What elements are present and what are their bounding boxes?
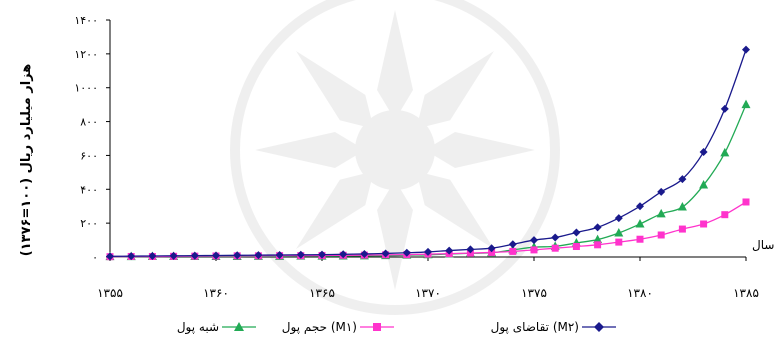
series-layer xyxy=(105,45,751,261)
data-point xyxy=(657,231,665,239)
data-point xyxy=(572,243,580,251)
data-point xyxy=(572,228,581,237)
data-point xyxy=(551,233,560,242)
data-point xyxy=(445,246,454,255)
data-point xyxy=(614,227,624,237)
data-point xyxy=(742,45,750,54)
data-point xyxy=(509,247,517,255)
data-point xyxy=(741,99,751,109)
y-tick-label: ۶۰۰ xyxy=(80,149,98,162)
y-tick-label: ۴۰۰ xyxy=(80,183,98,196)
data-point xyxy=(488,248,496,256)
legend-item-quasi-money: شبه پول xyxy=(177,320,256,335)
legend-label-m1: حجم پول (M۱) xyxy=(282,320,357,335)
y-tick-label: ۱۲۰۰ xyxy=(74,48,98,61)
data-point xyxy=(742,198,750,206)
data-point xyxy=(615,238,623,246)
data-point xyxy=(530,236,538,245)
data-point xyxy=(381,249,390,258)
x-tick-label: ۱۳۸۰ xyxy=(627,286,653,300)
data-point xyxy=(636,202,644,211)
data-point xyxy=(190,251,199,260)
legend-item-m1: حجم پول (M۱) xyxy=(282,320,394,335)
y-tick-label: ۱۴۰۰ xyxy=(74,14,98,27)
data-point xyxy=(636,235,644,243)
data-point xyxy=(339,250,348,259)
data-point xyxy=(169,251,178,260)
legend-item-m2: تقاضای پول (M۲) xyxy=(491,320,616,335)
data-point xyxy=(318,250,326,259)
data-point xyxy=(254,251,263,260)
data-point xyxy=(700,220,708,228)
data-point xyxy=(678,175,687,184)
series-0 xyxy=(106,45,750,261)
data-point xyxy=(148,251,157,260)
data-point xyxy=(275,250,284,259)
data-point xyxy=(720,147,730,157)
legend-label-m2: تقاضای پول (M۲) xyxy=(491,320,579,335)
data-point xyxy=(594,241,602,249)
data-point xyxy=(699,148,708,157)
data-point xyxy=(699,180,709,189)
data-point xyxy=(551,244,559,252)
data-point xyxy=(678,225,686,233)
data-point xyxy=(508,240,517,249)
data-point xyxy=(360,249,369,258)
x-tick-label: ۱۳۶۰ xyxy=(203,286,229,300)
data-point xyxy=(593,223,602,232)
data-point xyxy=(487,244,496,253)
y-axis-ticks: ۰ ۲۰۰ ۴۰۰ ۶۰۰ ۸۰۰ ۱۰۰۰ ۱۲۰۰ ۱۴۰۰ xyxy=(74,14,110,264)
x-tick-label: ۱۳۷۰ xyxy=(415,286,441,300)
x-tick-label: ۱۳۷۵ xyxy=(521,286,547,300)
y-tick-label: ۸۰۰ xyxy=(80,116,98,129)
data-point xyxy=(614,214,623,223)
data-point xyxy=(233,251,242,260)
data-point xyxy=(106,252,114,261)
x-axis-ticks: ۱۳۵۵ ۱۳۶۰ ۱۳۶۵ ۱۳۷۰ ۱۳۷۵ ۱۳۸۰ ۱۳۸۵ xyxy=(97,257,759,300)
data-point xyxy=(530,246,538,254)
x-tick-label: ۱۳۸۵ xyxy=(733,286,759,300)
data-point xyxy=(212,251,220,260)
data-point xyxy=(721,211,729,219)
y-tick-label: ۰ xyxy=(92,251,98,264)
data-point xyxy=(296,250,305,259)
y-tick-label: ۲۰۰ xyxy=(80,217,98,230)
x-axis-title: سال xyxy=(752,238,774,252)
legend-label-quasi-money: شبه پول xyxy=(177,320,219,335)
data-point xyxy=(656,208,666,218)
data-point xyxy=(677,202,687,211)
data-point xyxy=(466,245,475,254)
data-point xyxy=(424,247,432,256)
y-tick-label: ۱۰۰۰ xyxy=(74,82,98,95)
x-tick-label: ۱۳۶۵ xyxy=(309,286,335,300)
legend: تقاضای پول (M۲) حجم پول (M۱) شبه پول xyxy=(177,320,616,335)
x-tick-label: ۱۳۵۵ xyxy=(97,286,123,300)
y-axis-title: هزار میلیارد ریال (۱۰۰=۱۳۷۶) xyxy=(19,64,34,257)
data-point xyxy=(657,187,666,196)
watermark-emblem xyxy=(230,0,560,315)
data-point xyxy=(402,248,411,257)
data-point xyxy=(635,218,645,228)
data-point xyxy=(593,234,603,244)
data-point xyxy=(127,252,136,261)
data-point xyxy=(720,104,729,113)
